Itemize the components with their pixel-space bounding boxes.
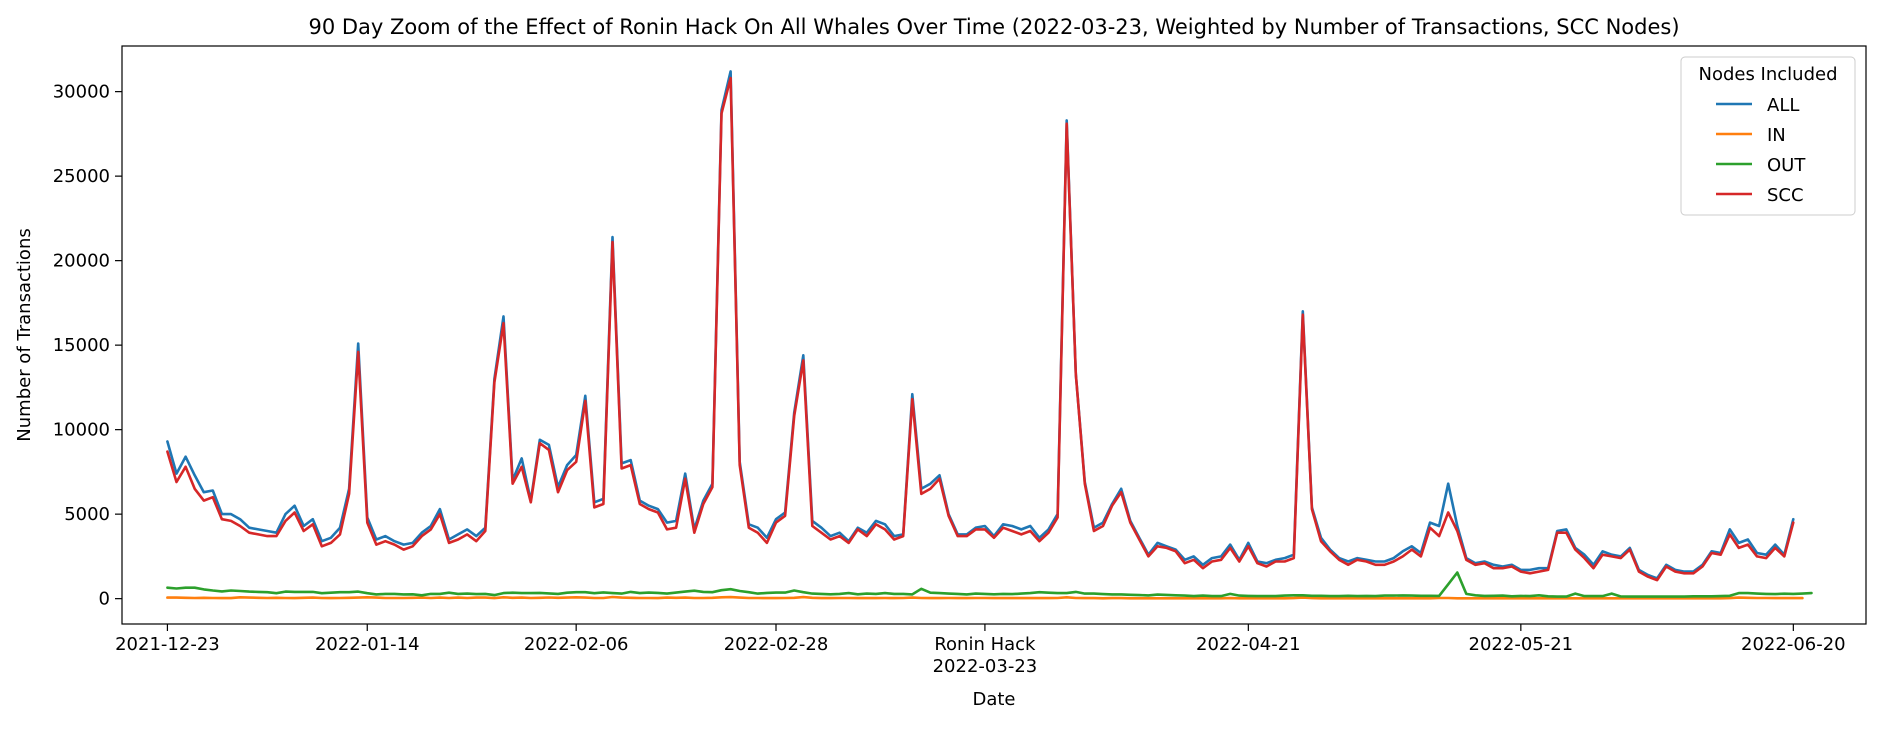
y-tick-label: 10000 <box>53 420 110 441</box>
legend: Nodes Included ALL IN OUT SCC <box>1680 56 1856 216</box>
legend-label-scc: SCC <box>1767 185 1804 206</box>
legend-label-in: IN <box>1767 125 1786 146</box>
y-tick-label: 30000 <box>53 82 110 103</box>
x-tick-label: 2022-06-20 <box>1741 634 1846 655</box>
y-axis-label: Number of Transactions <box>14 228 35 441</box>
series-line-scc <box>166 76 1795 582</box>
series-layer <box>166 70 1813 600</box>
chart-title: 90 Day Zoom of the Effect of Ronin Hack … <box>308 15 1679 39</box>
y-axis: 0 5000 10000 15000 20000 25000 30000 <box>53 82 122 610</box>
x-axis-label: Date <box>972 689 1015 710</box>
legend-label-out: OUT <box>1767 155 1806 176</box>
series-line-all <box>166 70 1795 580</box>
x-tick-label: 2022-05-21 <box>1469 634 1574 655</box>
y-tick-label: 20000 <box>53 251 110 272</box>
x-tick-label: 2022-02-28 <box>724 634 829 655</box>
legend-label-all: ALL <box>1767 95 1799 116</box>
x-tick-label: 2021-12-23 <box>115 634 220 655</box>
y-tick-label: 0 <box>99 589 110 610</box>
x-tick-label: Ronin Hack 2022-03-23 <box>933 634 1038 677</box>
legend-box <box>1680 56 1856 216</box>
y-tick-label: 15000 <box>53 335 110 356</box>
series-line-in <box>166 595 1804 600</box>
plot-frame <box>121 45 1867 625</box>
x-tick-label: 2022-04-21 <box>1196 634 1301 655</box>
y-tick-label: 25000 <box>53 166 110 187</box>
x-tick-label: 2022-01-14 <box>315 634 420 655</box>
x-axis: 2021-12-23 2022-01-14 2022-02-06 2022-02-28… <box>115 624 1846 677</box>
legend-title: Nodes Included <box>1698 64 1837 85</box>
legend-entries: ALL IN OUT SCC <box>1716 95 1806 206</box>
series-line-out <box>166 571 1813 598</box>
y-tick-label: 5000 <box>64 504 110 525</box>
x-tick-label: 2022-02-06 <box>524 634 629 655</box>
